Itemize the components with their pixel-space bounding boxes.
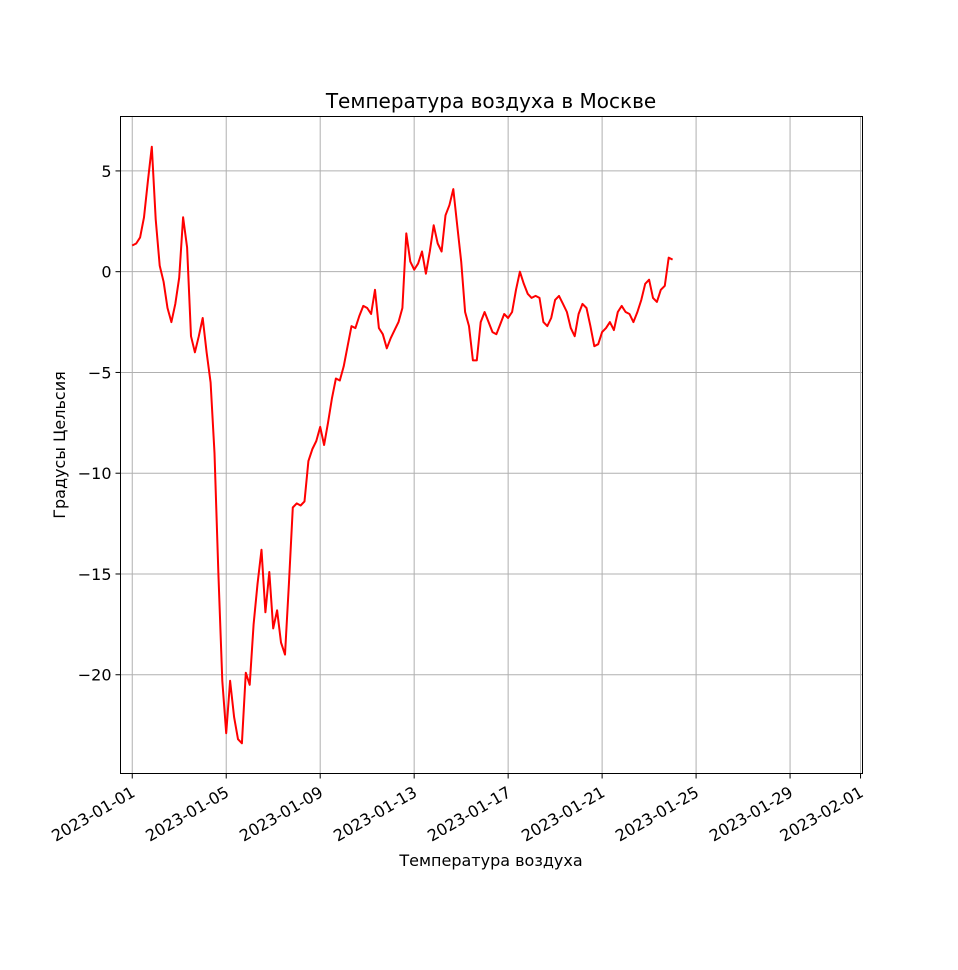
plot-frame: [120, 116, 863, 774]
chart-title: Температура воздуха в Москве: [325, 89, 656, 113]
x-axis-label: Температура воздуха: [398, 851, 582, 870]
grid-lines: [120, 116, 863, 774]
y-tick-label: −10: [78, 464, 112, 483]
y-tick-label: −20: [78, 666, 112, 685]
y-axis-label: Градусы Цельсия: [50, 371, 69, 519]
y-tick-label: 5: [101, 162, 111, 181]
y-tick-label: −15: [78, 565, 112, 584]
temperature-series-line: [131, 145, 674, 745]
y-tick-label: 0: [101, 263, 111, 282]
y-tick-label: −5: [88, 363, 112, 382]
series-layer: [131, 145, 674, 745]
y-axis: 5 0 −5 −10 −15 −20: [78, 162, 121, 685]
